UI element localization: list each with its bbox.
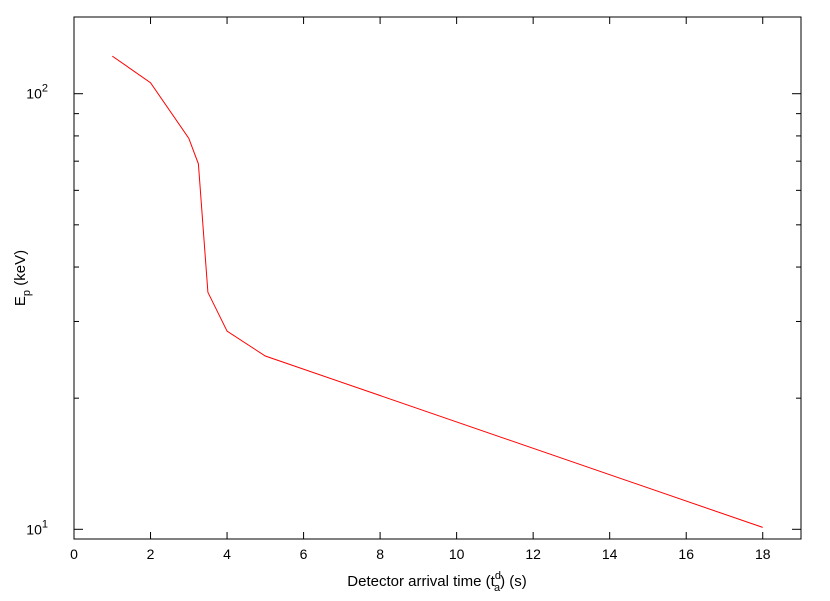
x-tick-label: 2 bbox=[147, 546, 155, 562]
x-tick-label: 14 bbox=[602, 546, 618, 562]
y-axis-label: Ep (keV) bbox=[12, 250, 33, 306]
x-tick-label: 4 bbox=[223, 546, 231, 562]
y-tick-label: 102 bbox=[26, 83, 48, 102]
series-line bbox=[112, 55, 763, 528]
x-tick-label: 12 bbox=[525, 546, 541, 562]
x-tick-label: 0 bbox=[70, 546, 78, 562]
x-axis-label: Detector arrival time (td a) (s) bbox=[347, 570, 526, 594]
y-tick-label: 101 bbox=[26, 518, 48, 537]
x-tick-label: 18 bbox=[755, 546, 771, 562]
y-axis-ticks: 101 102 bbox=[26, 83, 801, 537]
plot-frame bbox=[73, 16, 802, 540]
x-tick-label: 8 bbox=[376, 546, 384, 562]
x-tick-label: 16 bbox=[678, 546, 694, 562]
x-tick-label: 6 bbox=[300, 546, 308, 562]
x-axis-ticks: 0 2 4 6 8 10 12 14 16 18 bbox=[70, 17, 771, 562]
series-layer bbox=[112, 55, 763, 528]
x-tick-label: 10 bbox=[449, 546, 465, 562]
